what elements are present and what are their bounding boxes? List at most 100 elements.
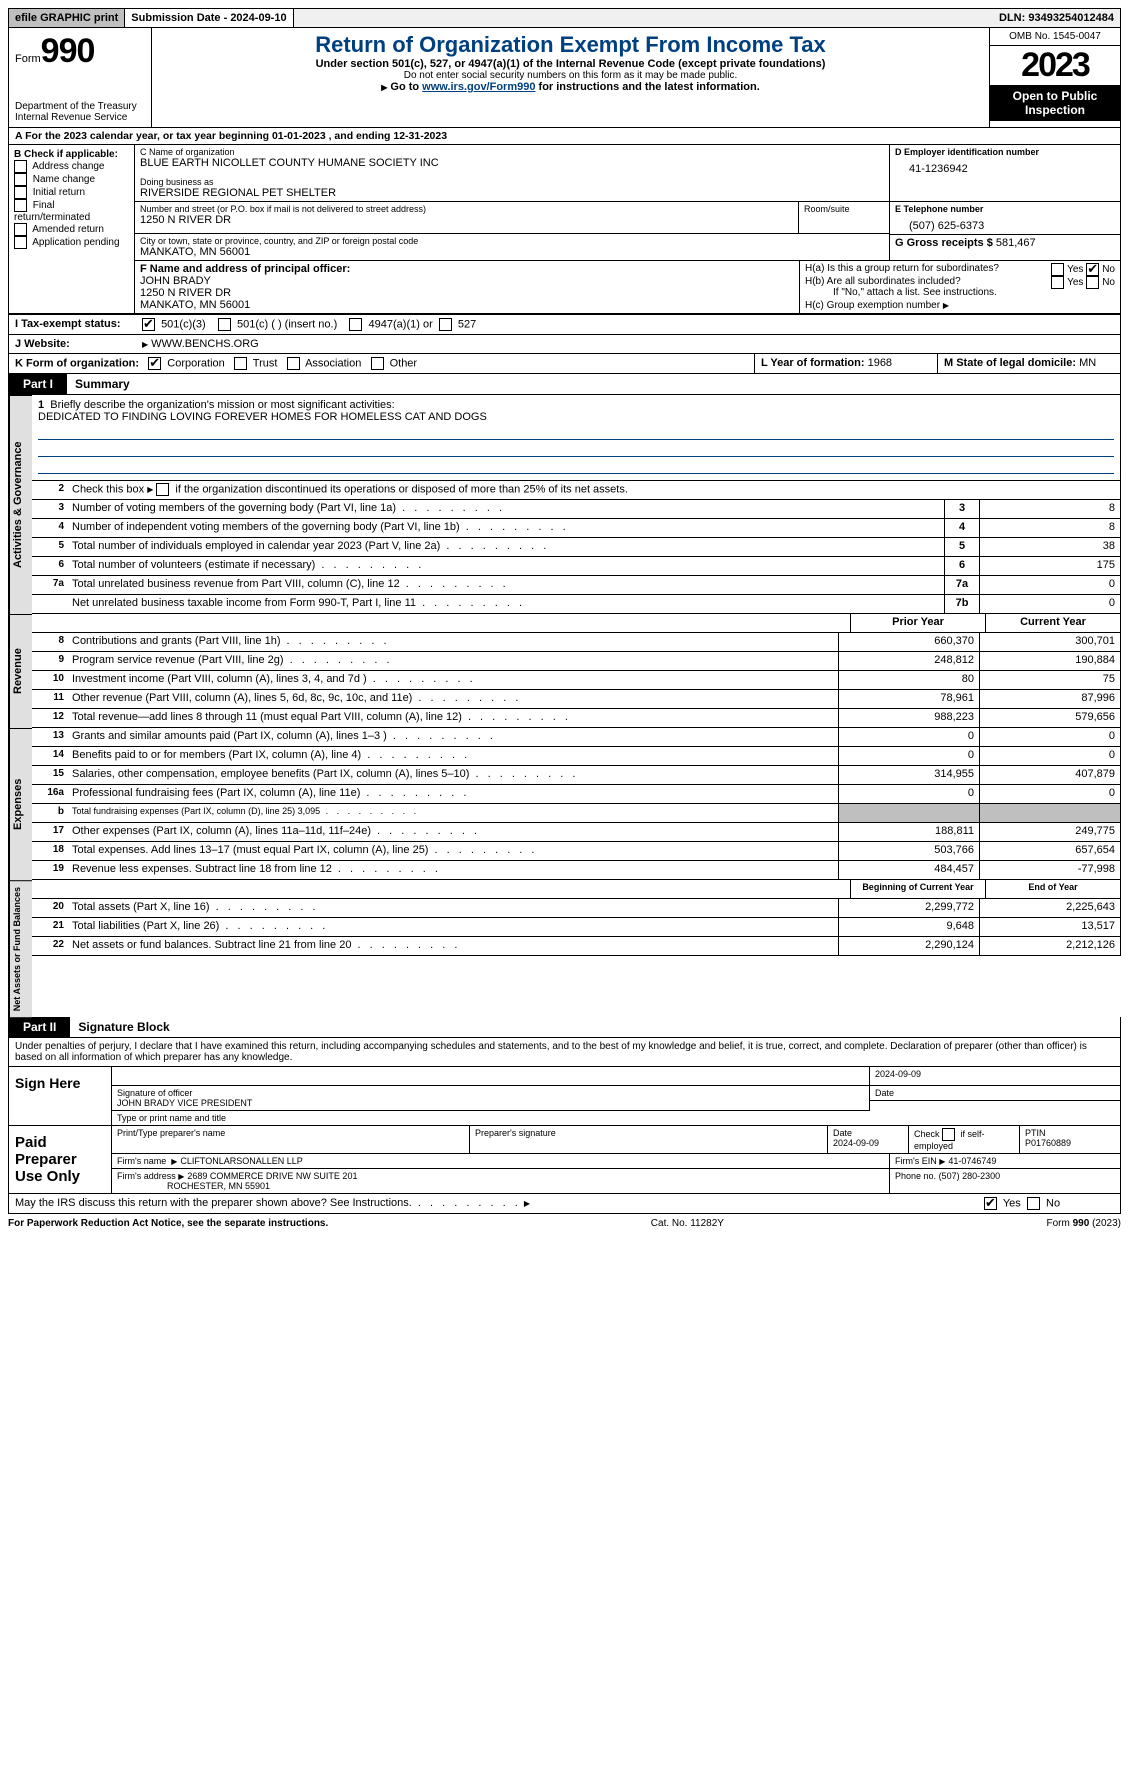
vtab-governance: Activities & Governance xyxy=(9,395,32,614)
website-row: J Website: WWW.BENCHS.ORG xyxy=(8,335,1121,354)
line2-checkbox[interactable] xyxy=(156,483,169,496)
city-label: City or town, state or province, country… xyxy=(140,236,884,246)
self-emp-checkbox[interactable] xyxy=(942,1128,955,1141)
box-c-name-label: C Name of organization xyxy=(140,147,884,157)
firm-name: CLIFTONLARSONALLEN LLP xyxy=(180,1156,302,1166)
box-b-label: B Check if applicable: xyxy=(14,149,129,160)
sign-date-top: 2024-09-09 xyxy=(870,1067,1120,1086)
box-b-checkbox[interactable] xyxy=(14,160,27,173)
part2-title: Signature Block xyxy=(70,1017,177,1037)
box-b-item: Address change xyxy=(14,160,129,173)
discuss-no: No xyxy=(1046,1198,1060,1210)
corp-checkbox[interactable] xyxy=(148,357,161,370)
mission-question: Briefly describe the organization's miss… xyxy=(50,399,394,411)
527-checkbox[interactable] xyxy=(439,318,452,331)
vtab-net: Net Assets or Fund Balances xyxy=(9,880,32,1017)
arrow-icon xyxy=(943,300,952,311)
box-b-checkbox[interactable] xyxy=(14,223,27,236)
501c3-checkbox[interactable] xyxy=(142,318,155,331)
prior-year-head: Prior Year xyxy=(850,614,985,632)
dba-label: Doing business as xyxy=(140,177,884,187)
summary-line: 21Total liabilities (Part X, line 26)9,6… xyxy=(32,918,1121,937)
trust-checkbox[interactable] xyxy=(234,357,247,370)
ssn-warning: Do not enter social security numbers on … xyxy=(158,70,983,81)
summary-line: 7aTotal unrelated business revenue from … xyxy=(32,576,1121,595)
street-address: 1250 N RIVER DR xyxy=(140,214,793,226)
part2-header: Part II Signature Block xyxy=(8,1017,1121,1038)
yes-label2: Yes xyxy=(1067,277,1083,288)
summary-line: 3Number of voting members of the governi… xyxy=(32,500,1121,519)
type-name-label: Type or print name and title xyxy=(112,1111,1120,1125)
ein-value: 41-1236942 xyxy=(895,157,1115,175)
hc-label: H(c) Group exemption number xyxy=(805,300,940,311)
summary-line: 20Total assets (Part X, line 16)2,299,77… xyxy=(32,899,1121,918)
opt-trust: Trust xyxy=(253,357,278,369)
box-k-label: K Form of organization: xyxy=(15,357,139,369)
summary-line: 6Total number of volunteers (estimate if… xyxy=(32,557,1121,576)
summary-line: 8Contributions and grants (Part VIII, li… xyxy=(32,633,1121,652)
summary-line: 11Other revenue (Part VIII, column (A), … xyxy=(32,690,1121,709)
4947-checkbox[interactable] xyxy=(349,318,362,331)
end-year-head: End of Year xyxy=(985,880,1120,898)
other-checkbox[interactable] xyxy=(371,357,384,370)
501c-checkbox[interactable] xyxy=(218,318,231,331)
discuss-row: May the IRS discuss this return with the… xyxy=(8,1194,1121,1214)
opt-501c3: 501(c)(3) xyxy=(161,318,206,330)
box-b-item: Name change xyxy=(14,173,129,186)
discuss-yes: Yes xyxy=(1003,1198,1021,1210)
open-inspection: Open to Public Inspection xyxy=(990,85,1120,121)
summary-line: 16aProfessional fundraising fees (Part I… xyxy=(32,785,1121,804)
tax-exempt-row: I Tax-exempt status: 501(c)(3) 501(c) ( … xyxy=(8,314,1121,335)
form-subtitle: Under section 501(c), 527, or 4947(a)(1)… xyxy=(158,58,983,70)
box-m-label: M State of legal domicile: xyxy=(944,357,1076,369)
prep-date-label: Date xyxy=(833,1128,852,1138)
ha-no-checkbox[interactable] xyxy=(1086,263,1099,276)
box-i-label: I Tax-exempt status: xyxy=(9,315,136,334)
prep-name-label: Print/Type preparer's name xyxy=(112,1126,470,1153)
formation-year: 1968 xyxy=(868,357,892,369)
assoc-checkbox[interactable] xyxy=(287,357,300,370)
footer-form-suffix: (2023) xyxy=(1089,1218,1121,1229)
box-l-label: L Year of formation: xyxy=(761,357,865,369)
ha-yes-checkbox[interactable] xyxy=(1051,263,1064,276)
year-line-text: For the 2023 calendar year, or tax year … xyxy=(25,130,447,142)
prep-sig-label: Preparer's signature xyxy=(470,1126,828,1153)
room-label: Room/suite xyxy=(804,204,884,214)
omb-number: OMB No. 1545-0047 xyxy=(990,28,1120,46)
sign-date-label: Date xyxy=(870,1086,1120,1101)
goto-line: Go to www.irs.gov/Form990 for instructio… xyxy=(158,81,983,93)
gross-receipts-label: G Gross receipts $ xyxy=(895,237,993,249)
discuss-yes-checkbox[interactable] xyxy=(984,1197,997,1210)
hb-yes-checkbox[interactable] xyxy=(1051,276,1064,289)
opt-corp: Corporation xyxy=(167,357,224,369)
officer-addr1: 1250 N RIVER DR xyxy=(140,287,794,299)
vtab-expenses: Expenses xyxy=(9,728,32,880)
box-b-checkbox[interactable] xyxy=(14,236,27,249)
form-prefix: Form xyxy=(15,53,41,65)
hb-no-checkbox[interactable] xyxy=(1086,276,1099,289)
self-employed-cell: Check if self-employed xyxy=(909,1126,1020,1153)
box-b-item: Application pending xyxy=(14,236,129,249)
city-value: MANKATO, MN 56001 xyxy=(140,246,884,258)
discuss-no-checkbox[interactable] xyxy=(1027,1197,1040,1210)
opt-527: 527 xyxy=(458,318,476,330)
no-label: No xyxy=(1102,264,1115,275)
hb-label: H(b) Are all subordinates included? xyxy=(805,276,961,287)
discuss-question: May the IRS discuss this return with the… xyxy=(15,1197,412,1209)
org-form-row: K Form of organization: Corporation Trus… xyxy=(8,354,1121,374)
goto-link[interactable]: www.irs.gov/Form990 xyxy=(422,81,535,93)
box-b-checkbox[interactable] xyxy=(14,186,27,199)
mission-line xyxy=(38,425,1114,440)
box-b-checkbox[interactable] xyxy=(14,173,27,186)
box-b-checkbox[interactable] xyxy=(14,199,27,212)
form-header: Form990 Department of the Treasury Inter… xyxy=(8,28,1121,128)
website-value: WWW.BENCHS.ORG xyxy=(151,338,259,350)
part2-label: Part II xyxy=(9,1017,70,1037)
firm-phone-label: Phone no. xyxy=(895,1171,936,1181)
summary-line: Net unrelated business taxable income fr… xyxy=(32,595,1121,614)
submission-date: Submission Date - 2024-09-10 xyxy=(125,9,293,27)
summary-table: Activities & Governance 1 Briefly descri… xyxy=(8,395,1121,614)
begin-year-head: Beginning of Current Year xyxy=(850,880,985,898)
ha-row: H(a) Is this a group return for subordin… xyxy=(805,263,1115,274)
officer-label: F Name and address of principal officer: xyxy=(140,263,794,275)
